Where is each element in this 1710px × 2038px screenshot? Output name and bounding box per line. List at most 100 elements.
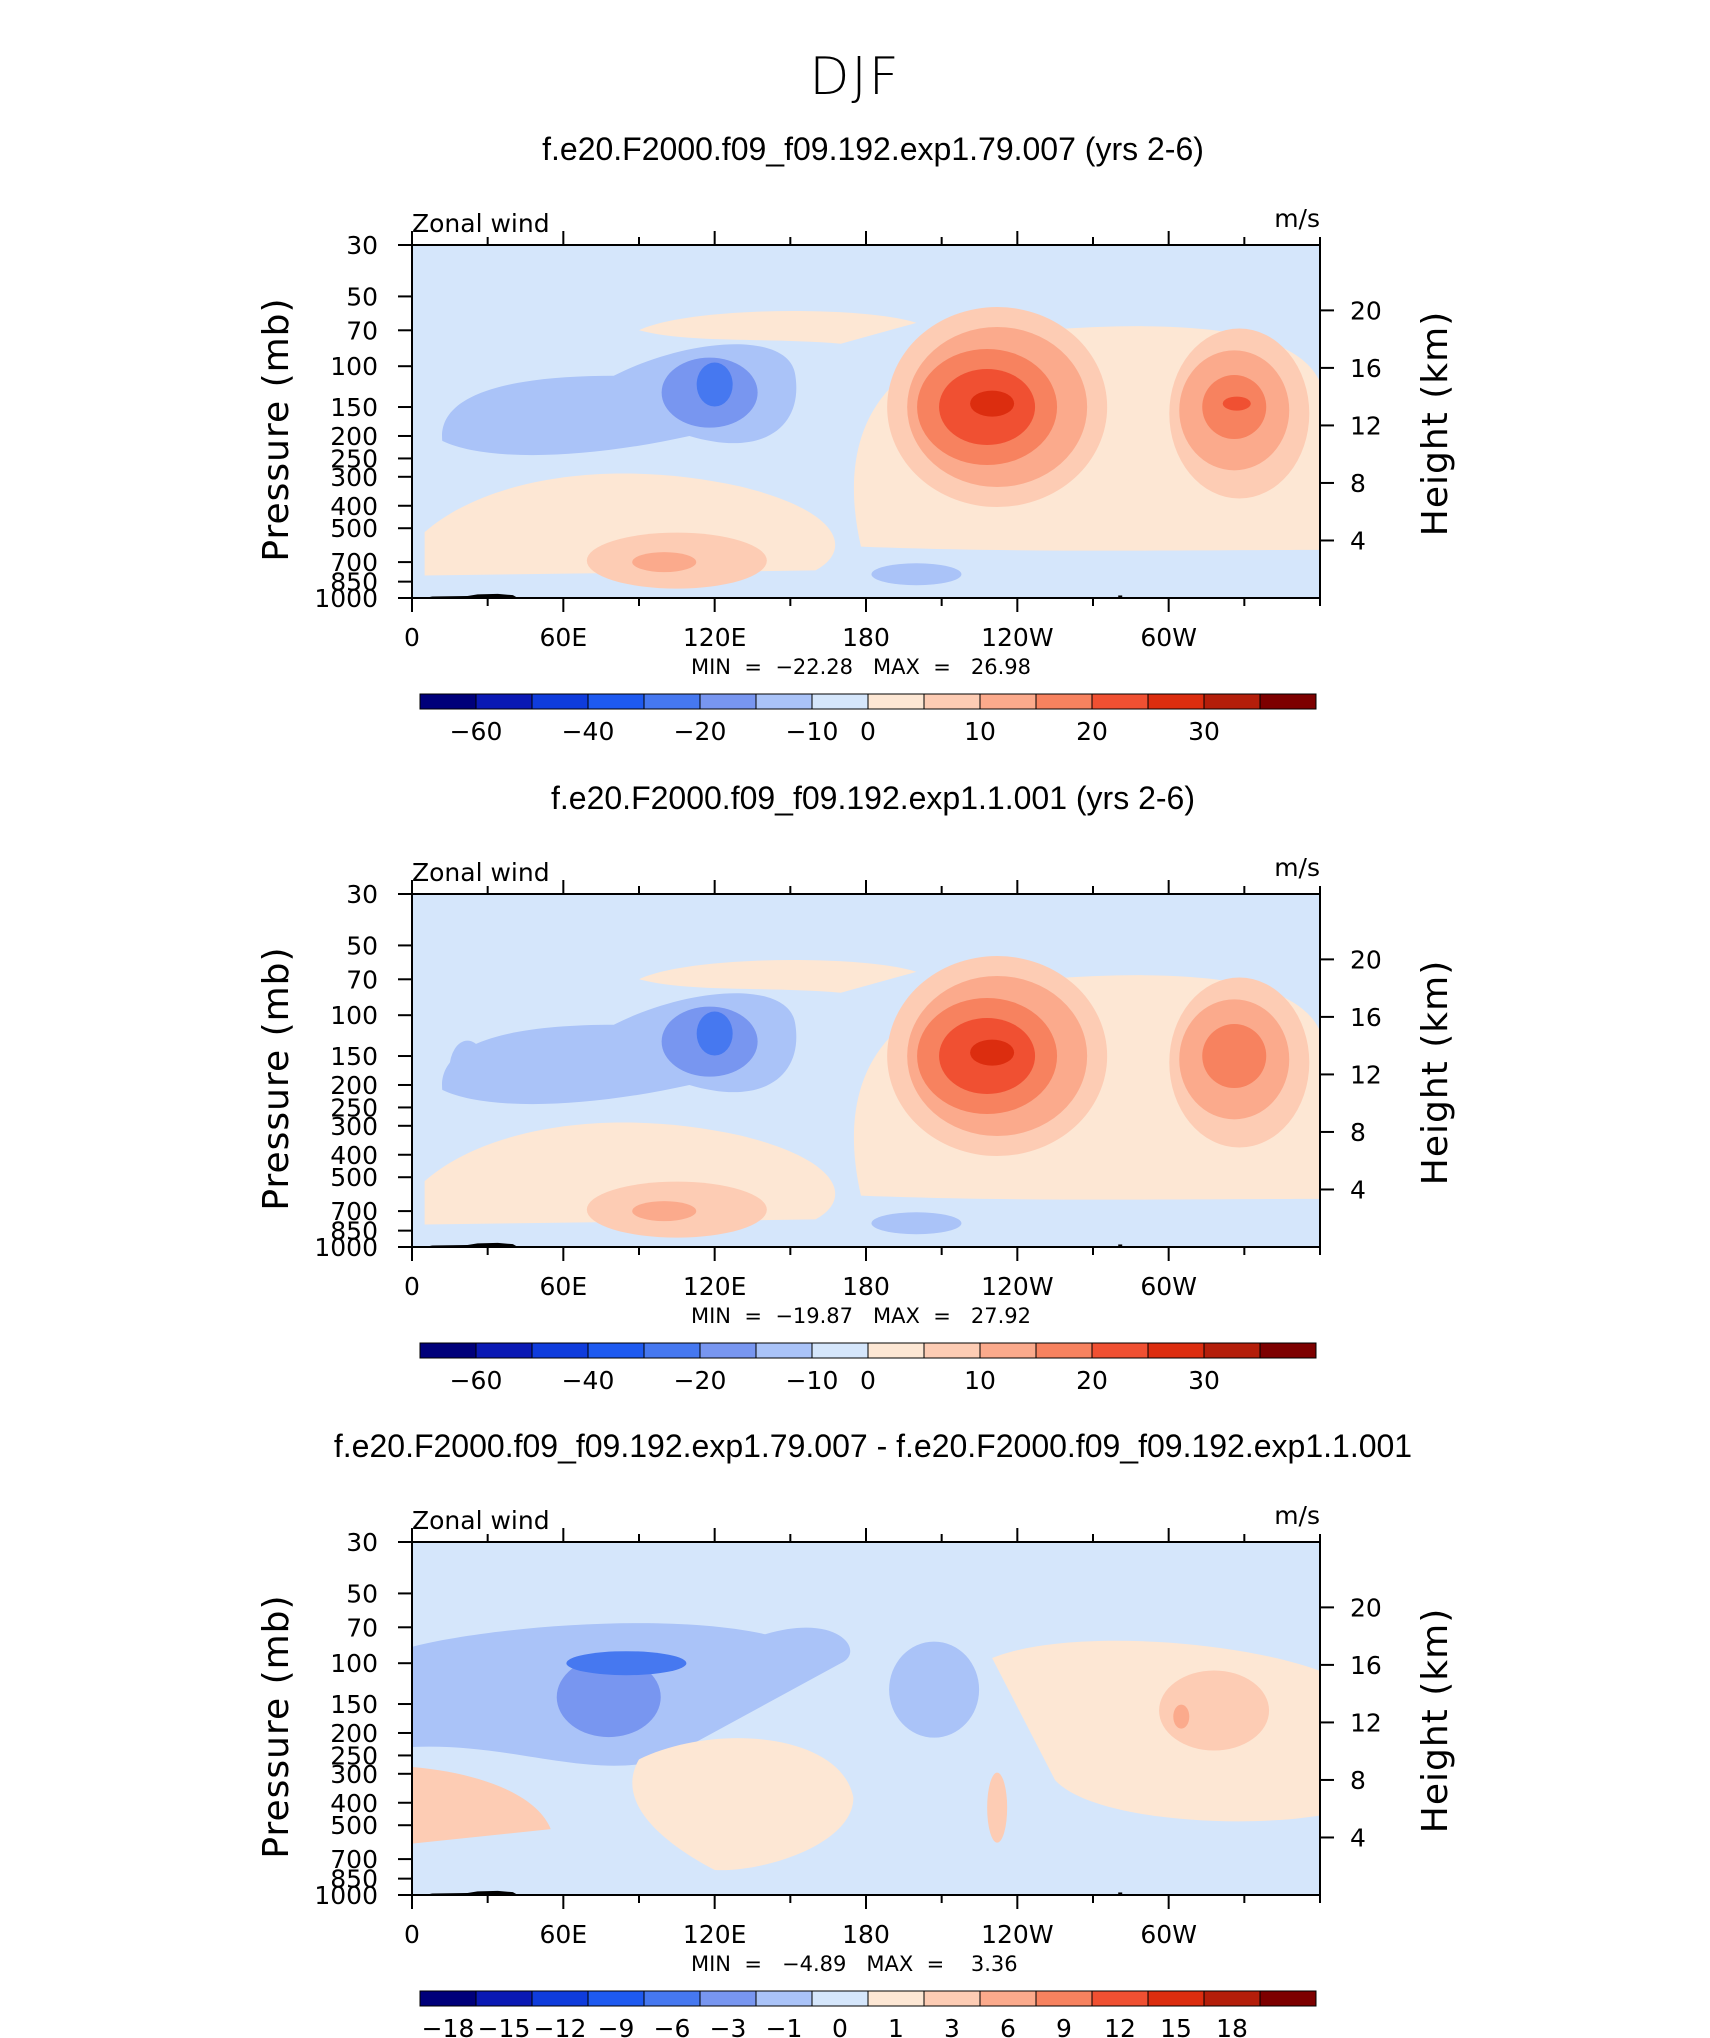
colorbar-box [811,693,869,710]
colorbar-tick-label: 20 [1076,717,1108,746]
y-tick-label: 30 [346,880,378,909]
y-axis-right: 4 8 12 16 20 [1320,296,1382,555]
x-tick-label: 120W [981,1272,1053,1301]
y-tick-label: 500 [330,1811,378,1840]
colorbar-box [643,693,701,710]
colorbar-tick-label: 10 [964,1366,996,1395]
units-label: m/s [1274,853,1320,882]
colorbar-box [531,1990,589,2007]
colorbar-box [1203,1990,1261,2007]
y2-tick-label: 12 [1350,1060,1382,1089]
jet2-core [1222,396,1251,411]
easterly-core [696,362,733,407]
panel-1: f.e20.F2000.f09_f09.192.exp1.79.007 (yrs… [256,131,1456,746]
colorbar-tick-label: −40 [562,717,615,746]
colorbar-tick-label: 6 [1000,2014,1016,2038]
y-tick-label: 150 [330,1690,378,1719]
positive-patch-west [412,1766,551,1844]
colorbar-box [979,693,1037,710]
topography-rockies [1118,595,1123,598]
y-tick-label: 300 [330,463,378,492]
x-tick-label: 60W [1140,623,1197,652]
min-max-text: MIN = −19.87 MAX = 27.92 [691,1304,1031,1328]
colorbar-tick-label: −10 [786,717,839,746]
x-tick-label: 120E [683,1272,747,1301]
colorbar-box [475,1342,533,1359]
y-tick-label: 300 [330,1760,378,1789]
y-tick-label: 200 [330,1071,378,1100]
colorbar-tick-label: −9 [598,2014,635,2038]
colorbar-box [531,1342,589,1359]
y2-tick-label: 20 [1350,296,1382,325]
easterly-patch [871,1212,962,1235]
x-tick-label: 60W [1140,1920,1197,1949]
colorbar-box [1203,693,1261,710]
y-tick-label: 70 [346,965,378,994]
x-tick-label: 120W [981,1920,1053,1949]
colorbar-tick-label: 30 [1188,717,1220,746]
y-tick-label: 70 [346,1613,378,1642]
y-tick-label: 1000 [314,584,378,613]
colorbar-tick-label: 15 [1160,2014,1192,2038]
y2-tick-label: 4 [1350,1823,1366,1852]
y-tick-label: 700 [330,548,378,577]
easterly-core [696,1011,733,1056]
y-tick-label: 850 [330,568,378,597]
colorbar-box [643,1990,701,2007]
colorbar-box [1091,1990,1149,2007]
units-label: m/s [1274,1501,1320,1530]
colorbar-box [699,1342,757,1359]
y-axis-right: 4 8 12 16 20 [1320,945,1382,1204]
panel-title: f.e20.F2000.f09_f09.192.exp1.79.007 - f.… [334,1428,1412,1464]
colorbar-box [867,1990,925,2007]
y2-tick-label: 20 [1350,945,1382,974]
colorbar: −18 −15 −12 −9 −6 −3 −1 0 1 3 6 9 12 15 18 [419,1990,1317,2038]
colorbar-box [1147,1990,1205,2007]
x-tick-label: 180 [842,623,890,652]
topography [424,1890,518,1895]
negative-patch [889,1641,980,1738]
colorbar-box [1035,693,1093,710]
colorbar-tick-label: −60 [450,717,503,746]
panel-title: f.e20.F2000.f09_f09.192.exp1.1.001 (yrs … [551,780,1195,816]
easterly-patch-west [449,1040,486,1097]
colorbar-box [867,693,925,710]
easterly-patch [871,563,962,586]
colorbar-tick-label: 20 [1076,1366,1108,1395]
colorbar: −60 −40 −20 −10 0 10 20 30 [419,693,1317,746]
jet-core [970,390,1015,417]
positive-region-upper [639,311,917,344]
colorbar-box [1259,1990,1317,2007]
x-tick-label: 180 [842,1272,890,1301]
y2-tick-label: 8 [1350,1118,1366,1147]
contour-field [412,245,1320,598]
colorbar-box [1147,1342,1205,1359]
y-tick-label: 700 [330,1845,378,1874]
y-tick-label: 300 [330,1112,378,1141]
colorbar-tick-label: 0 [860,1366,876,1395]
min-max-text: MIN = −4.89 MAX = 3.36 [691,1952,1018,1976]
x-tick-label: 60E [540,623,588,652]
y-tick-label: 400 [330,492,378,521]
colorbar-tick-label: −20 [674,717,727,746]
y-tick-label: 250 [330,1741,378,1770]
y-tick-label: 200 [330,422,378,451]
colorbar-tick-label: −18 [422,2014,475,2038]
colorbar-box [1091,1342,1149,1359]
positive-region-mid [632,1738,854,1871]
colorbar-tick-label: 0 [860,717,876,746]
colorbar-tick-label: 3 [944,2014,960,2038]
y-tick-label: 700 [330,1197,378,1226]
colorbar-tick-label: 30 [1188,1366,1220,1395]
topography [424,593,518,598]
positive-contour-3 [1159,1670,1270,1751]
colorbar-box [419,693,477,710]
x-tick-label: 0 [404,623,420,652]
variable-label: Zonal wind [412,858,550,887]
y-tick-label: 250 [330,444,378,473]
colorbar-box [643,1342,701,1359]
x-tick-label: 0 [404,1272,420,1301]
colorbar-tick-label: −1 [766,2014,803,2038]
